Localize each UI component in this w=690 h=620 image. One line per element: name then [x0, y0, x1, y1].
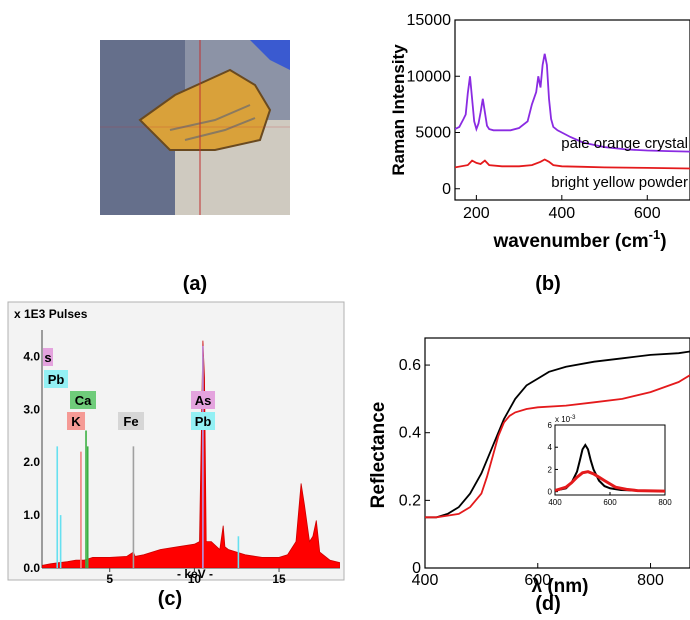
- xrf-element-label: As: [195, 393, 212, 408]
- inset-y-tick-label: 0: [548, 488, 553, 497]
- panel-label-b: (b): [535, 273, 561, 295]
- inset-x-tick-label: 800: [658, 498, 672, 507]
- panel-label-d: (d): [535, 593, 561, 615]
- reflectance-inset: x 10-3 400 600 800 0 2 4 6: [548, 415, 673, 507]
- raman-y-tick-label: 10000: [407, 68, 452, 85]
- raman-x-tick-label: 200: [463, 205, 490, 222]
- raman-y-tick-label: 15000: [407, 12, 452, 29]
- panel-a-photo: [100, 40, 290, 215]
- xrf-element-label: K: [71, 414, 81, 429]
- raman-y-axis-label: Raman Intensity: [389, 44, 408, 176]
- panel-b-raman-chart: 200 400 600 0 5000 10000 15000 Raman Intensity…: [389, 12, 690, 252]
- raman-line-bright-yellow-powder: [455, 160, 690, 169]
- panel-label-a: (a): [183, 273, 207, 295]
- raman-y-tick-label: 5000: [415, 125, 451, 142]
- raman-x-axis-label-sup: -1: [649, 227, 661, 242]
- xrf-y-tick-label: 0.0: [23, 561, 40, 575]
- xrf-x-axis-label: - keV -: [177, 567, 213, 581]
- panel-label-c: (c): [158, 588, 182, 610]
- reflectance-y-tick-label: 0.4: [399, 425, 421, 442]
- reflectance-y-tick-label: 0.2: [399, 492, 421, 509]
- inset-scale-label-text: x 10: [555, 415, 571, 424]
- inset-y-tick-label: 6: [548, 421, 553, 430]
- xrf-y-tick-label: 2.0: [23, 455, 40, 469]
- inset-y-tick-label: 4: [548, 443, 553, 452]
- series-label-bright-yellow-powder: bright yellow powder: [551, 174, 688, 191]
- reflectance-y-tick-label: 0.6: [399, 357, 421, 374]
- raman-x-tick-label: 600: [634, 205, 661, 222]
- inset-scale-label: x 10-3: [555, 415, 576, 424]
- raman-y-tick-label: 0: [442, 181, 451, 198]
- inset-scale-label-sup: -3: [570, 415, 576, 421]
- xrf-element-label: Pb: [48, 372, 65, 387]
- xrf-x-tick-label: 5: [106, 572, 113, 586]
- inset-x-tick-label: 600: [603, 498, 617, 507]
- xrf-element-label: Fe: [123, 414, 138, 429]
- reflectance-y-tick-label: 0: [412, 560, 421, 577]
- inset-x-tick-label: 400: [548, 498, 562, 507]
- xrf-frame: [8, 302, 344, 580]
- xrf-x-tick-label: 15: [272, 572, 286, 586]
- raman-x-axis-label-text: wavenumber (cm: [492, 231, 648, 252]
- xrf-y-tick-label: 3.0: [23, 402, 40, 416]
- xrf-title: x 1E3 Pulses: [14, 307, 88, 321]
- inset-y-tick-label: 2: [548, 465, 553, 474]
- raman-x-axis-label-close: ): [660, 231, 666, 252]
- reflectance-x-tick-label: 800: [637, 572, 664, 589]
- xrf-element-label: Ca: [75, 393, 92, 408]
- xrf-y-tick-label: 4.0: [23, 349, 40, 363]
- series-label-pale-orange-crystal: pale orange crystal: [561, 135, 688, 152]
- raman-x-tick-label: 400: [548, 205, 575, 222]
- xrf-element-label: Pb: [195, 414, 212, 429]
- xrf-element-label: s: [44, 350, 51, 365]
- reflectance-y-axis-label: Reflectance: [368, 402, 389, 509]
- raman-x-axis-label: wavenumber (cm-1): [492, 227, 666, 252]
- xrf-y-tick-label: 1.0: [23, 508, 40, 522]
- raman-plot-frame: [455, 20, 690, 200]
